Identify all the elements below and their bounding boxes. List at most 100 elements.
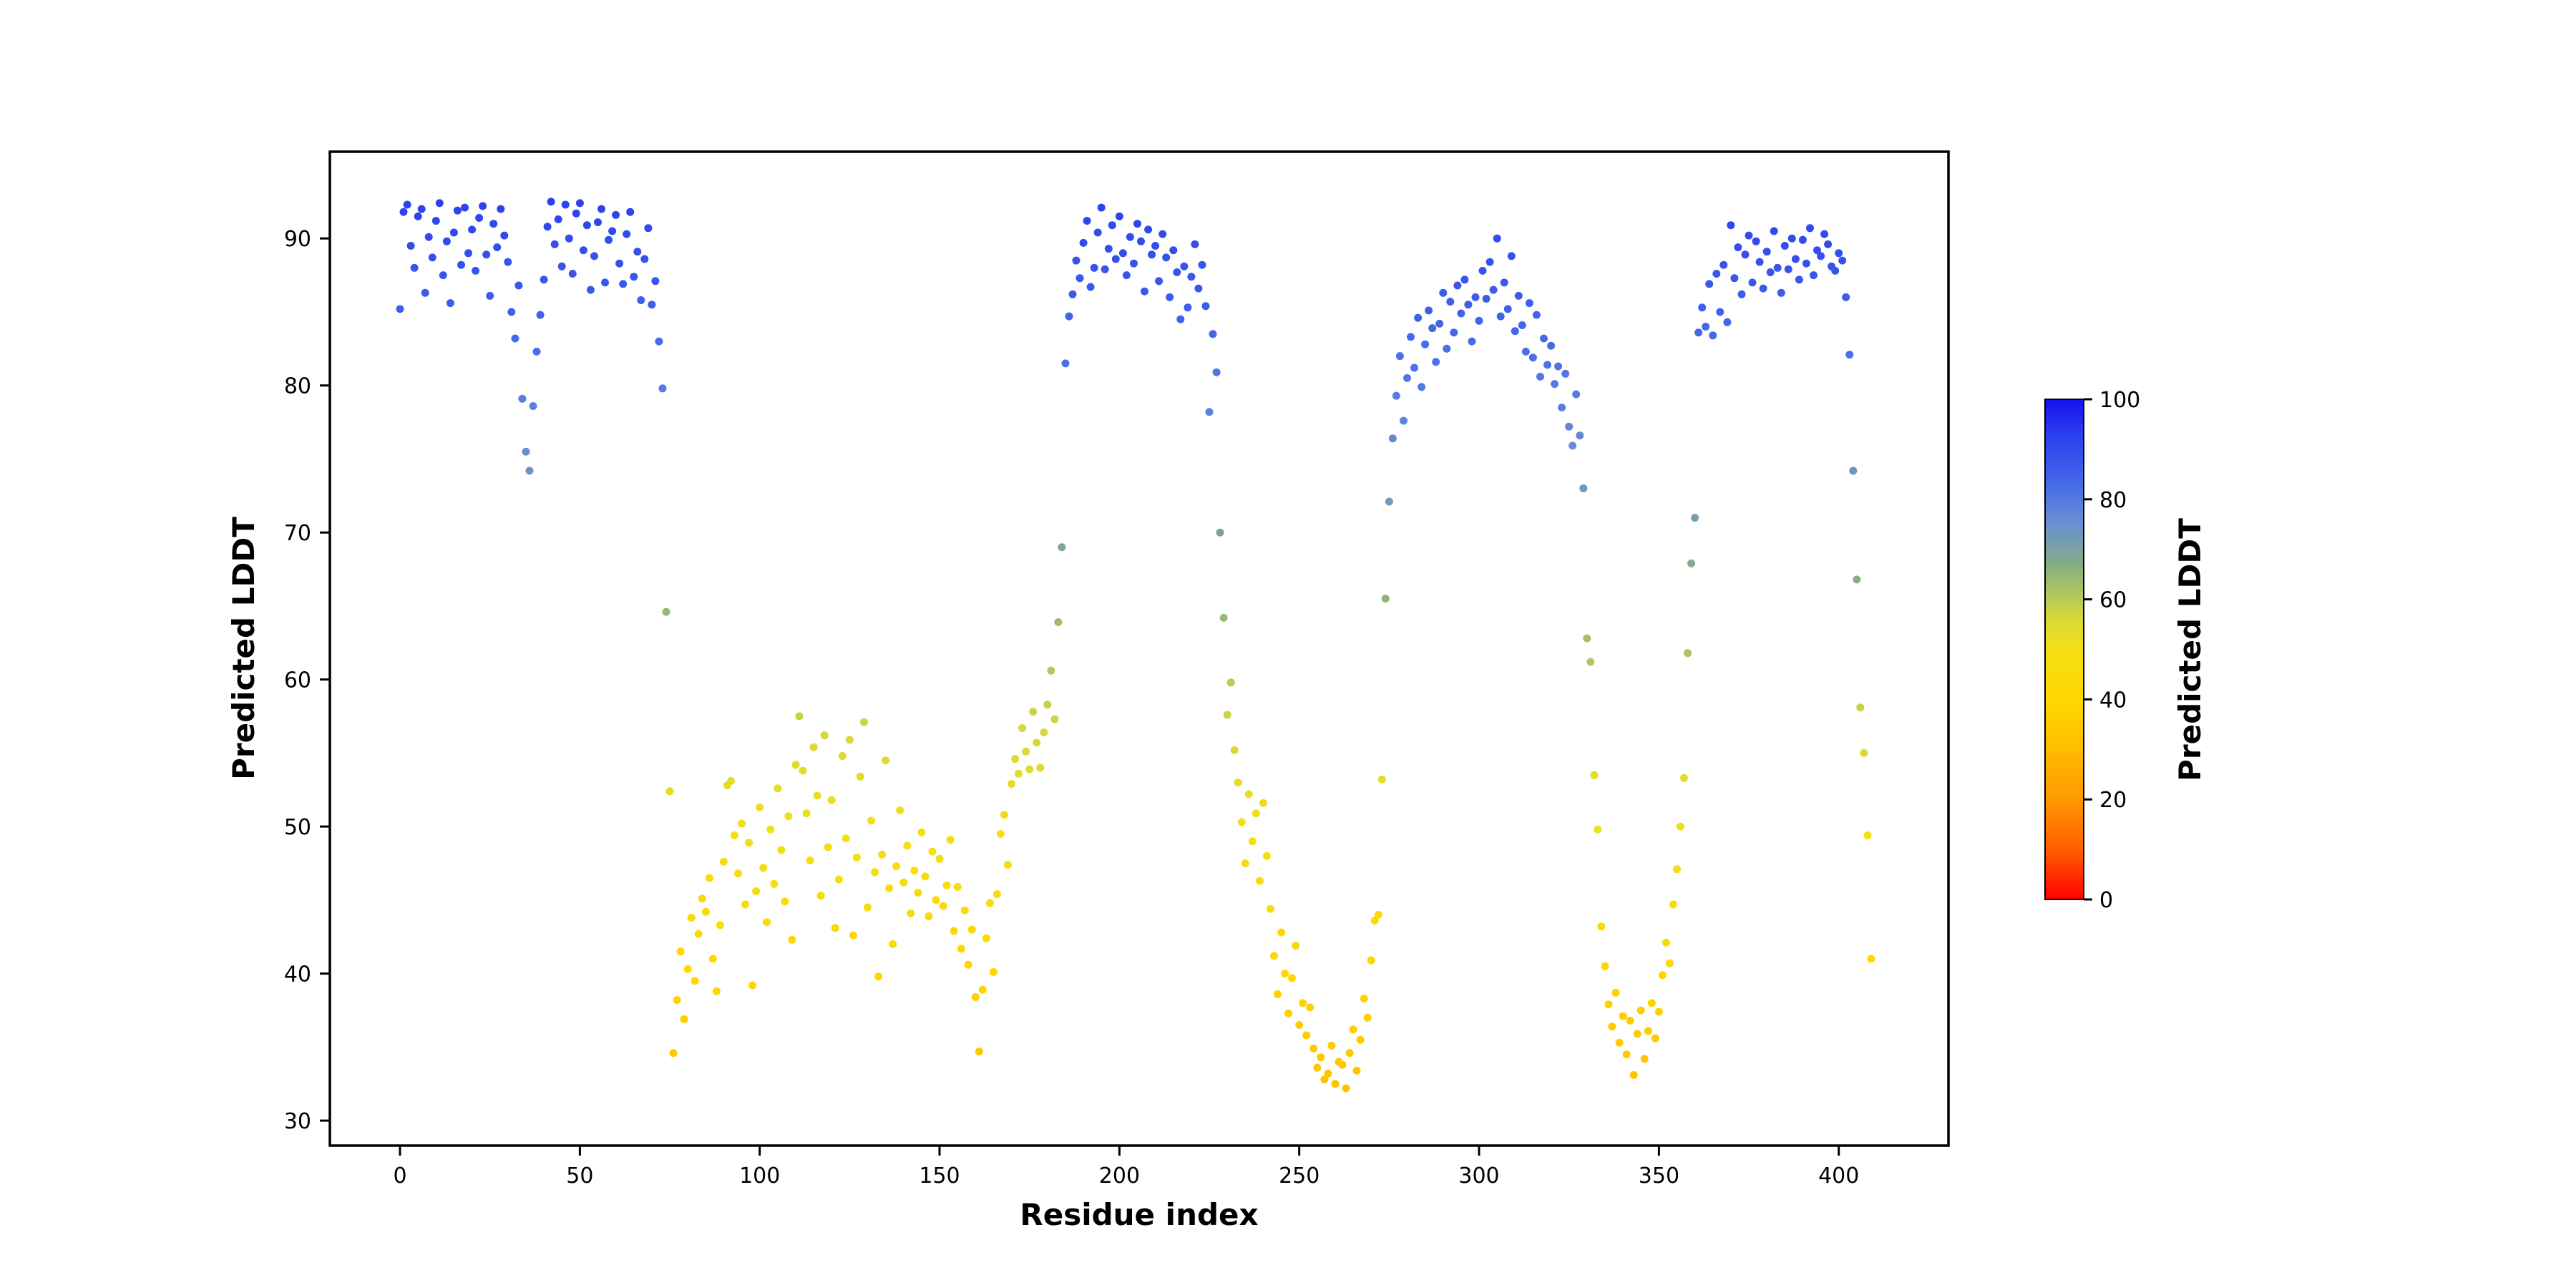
scatter-point [1705, 280, 1714, 288]
y-tick-label: 50 [284, 815, 311, 840]
scatter-point [1457, 309, 1465, 318]
scatter-point [572, 209, 580, 218]
scatter-point [612, 210, 620, 219]
scatter-point [1033, 738, 1041, 747]
scatter-point [550, 240, 559, 248]
scatter-point [1518, 321, 1526, 329]
scatter-point [1511, 327, 1519, 336]
scatter-point [1712, 270, 1721, 278]
scatter-point [1306, 1003, 1314, 1012]
scatter-point [738, 819, 746, 828]
scatter-point [601, 278, 609, 287]
colorbar-tick-label: 40 [2099, 688, 2127, 713]
scatter-point [1583, 634, 1591, 643]
scatter-point [683, 965, 692, 973]
colorbar [2044, 399, 2084, 900]
scatter-point [1856, 703, 1865, 712]
scatter-point [1709, 331, 1717, 340]
scatter-point [1356, 1035, 1365, 1044]
scatter-point [802, 809, 811, 818]
scatter-point [1400, 416, 1407, 425]
scatter-point [1654, 1008, 1663, 1016]
scatter-point [1482, 295, 1491, 303]
scatter-point [1453, 281, 1462, 290]
x-tick-label: 0 [393, 1163, 406, 1189]
scatter-point [921, 872, 930, 881]
scatter-point [525, 467, 534, 475]
scatter-point [1853, 575, 1861, 584]
scatter-point [1281, 970, 1289, 978]
scatter-point [547, 197, 555, 206]
scatter-point [561, 200, 570, 209]
scatter-point [1173, 268, 1181, 276]
scatter-point [1629, 1070, 1638, 1079]
scatter-point [1018, 724, 1027, 732]
scatter-point [950, 927, 958, 935]
x-tick-label: 150 [919, 1163, 960, 1189]
scatter-point [1385, 497, 1393, 506]
y-tick-label: 90 [284, 227, 311, 252]
scatter-point [831, 924, 839, 932]
scatter-point [1205, 408, 1214, 416]
scatter-point [1176, 315, 1185, 323]
scatter-point [1388, 434, 1397, 443]
scatter-point [1586, 658, 1595, 666]
scatter-point [781, 897, 789, 906]
scatter-point [507, 308, 516, 316]
scatter-point [971, 993, 980, 1001]
scatter-point [1597, 922, 1606, 931]
scatter-point [985, 899, 994, 907]
scatter-point [472, 266, 480, 275]
scatter-point [511, 334, 519, 343]
scatter-point [1133, 220, 1141, 228]
scatter-point [1036, 763, 1045, 772]
scatter-point [1169, 246, 1178, 255]
scatter-point [806, 856, 814, 864]
scatter-point [1209, 330, 1217, 338]
y-tick-label: 60 [284, 668, 311, 693]
scatter-point [1478, 266, 1487, 275]
scatter-point [1270, 952, 1278, 960]
scatter-point [1658, 971, 1667, 980]
scatter-point [992, 890, 1001, 899]
scatter-point [1503, 305, 1512, 313]
scatter-point [1665, 959, 1674, 967]
scatter-point [626, 208, 635, 216]
scatter-point [719, 857, 728, 866]
scatter-point [1651, 1034, 1659, 1043]
scatter-point [946, 836, 955, 844]
scatter-point [1284, 1009, 1293, 1018]
scatter-point [982, 934, 990, 942]
scatter-point [1521, 347, 1530, 356]
x-tick-label: 300 [1458, 1163, 1499, 1189]
scatter-point [978, 985, 987, 994]
scatter-point [935, 854, 944, 863]
scatter-point [1860, 748, 1868, 757]
scatter-point [468, 225, 477, 234]
scatter-point [734, 869, 742, 878]
scatter-point [1579, 484, 1588, 492]
scatter-point [1824, 240, 1833, 248]
scatter-point [756, 803, 764, 811]
scatter-point [788, 935, 796, 944]
scatter-point [590, 252, 598, 260]
y-axis-label: Predicted LDDT [226, 517, 261, 780]
scatter-point [745, 839, 753, 847]
scatter-point [605, 235, 613, 244]
scatter-point [1677, 822, 1684, 831]
scatter-point [568, 270, 577, 278]
scatter-point [766, 825, 775, 834]
scatter-point [770, 879, 779, 888]
scatter-point [630, 273, 638, 281]
scatter-point [1212, 368, 1221, 376]
scatter-point [1184, 303, 1192, 312]
scatter-point [1425, 306, 1433, 315]
scatter-point [705, 874, 713, 882]
scatter-point [1418, 383, 1426, 391]
scatter-point [820, 731, 829, 740]
x-tick-label: 400 [1818, 1163, 1859, 1189]
scatter-point [1288, 974, 1297, 982]
scatter-points [396, 197, 1875, 1093]
scatter-point [1608, 1023, 1616, 1031]
